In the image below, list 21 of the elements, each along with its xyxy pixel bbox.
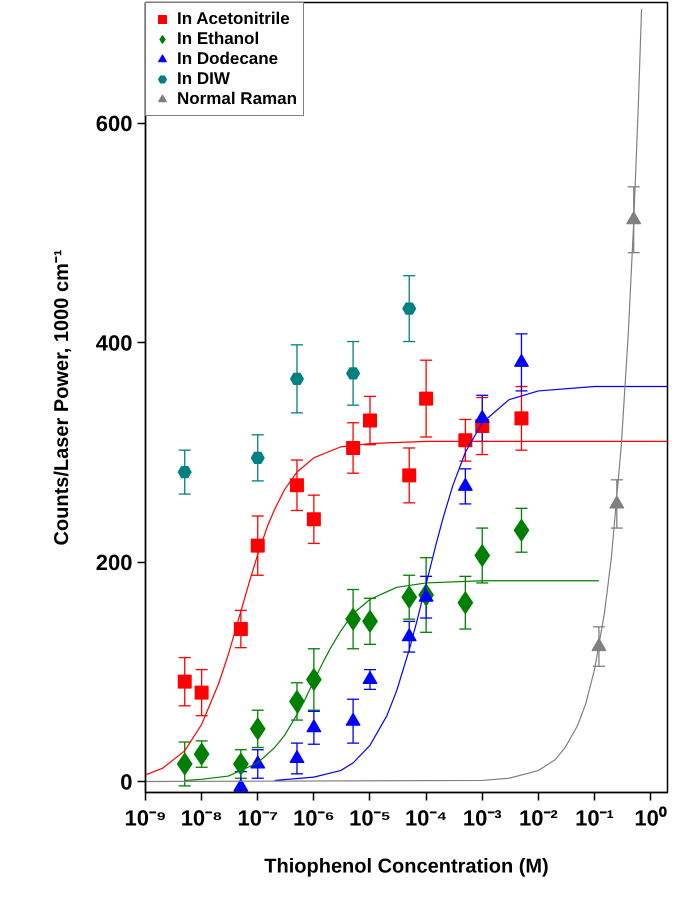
x-tick-label: 10⁻⁵ (349, 806, 391, 830)
y-tick-label: 600 (96, 111, 133, 136)
legend-label: Normal Raman (177, 89, 297, 109)
x-tick-label: 10⁻⁸ (180, 806, 223, 830)
x-tick-label: 10⁻² (518, 806, 558, 830)
x-tick-label: 10⁻⁹ (124, 806, 166, 830)
legend-label: In Ethanol (177, 29, 260, 49)
legend-label: In Acetonitrile (177, 9, 290, 29)
y-axis-title: Counts/Laser Power, 1000 cm⁻¹ (50, 249, 73, 546)
y-tick-label: 0 (120, 770, 133, 795)
y-tick-label: 400 (96, 330, 133, 356)
y-tick-label: 200 (96, 550, 133, 576)
legend-label: In DIW (177, 69, 230, 89)
x-tick-label: 10⁻⁷ (237, 806, 278, 830)
x-tick-label: 10⁻⁴ (404, 806, 448, 830)
legend-label: In Dodecane (177, 49, 278, 69)
x-tick-label: 10⁻¹ (575, 806, 614, 830)
x-tick-label: 10⁰ (634, 806, 667, 830)
x-tick-label: 10⁻³ (462, 806, 502, 830)
x-tick-label: 10⁻⁶ (293, 806, 335, 830)
x-axis-title: Thiophenol Concentration (M) (264, 856, 549, 878)
